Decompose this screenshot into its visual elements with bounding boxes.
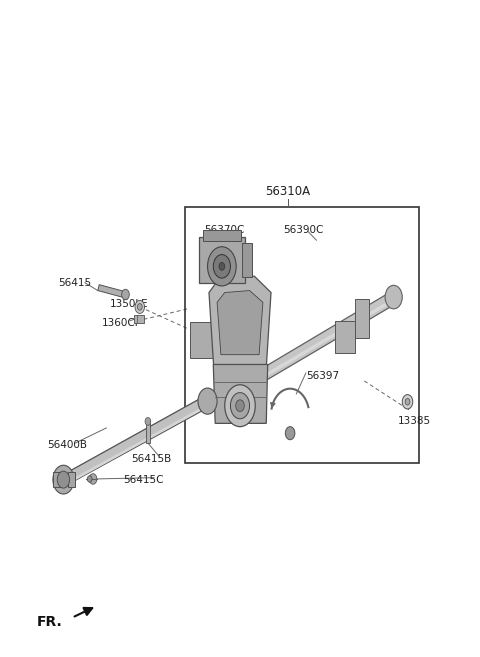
Circle shape (57, 471, 70, 488)
Circle shape (135, 300, 144, 313)
Polygon shape (145, 421, 150, 443)
Text: 56390C: 56390C (283, 225, 324, 235)
Circle shape (87, 476, 92, 482)
Circle shape (213, 254, 230, 278)
Circle shape (219, 262, 225, 270)
Circle shape (405, 399, 410, 405)
Polygon shape (199, 237, 245, 283)
Polygon shape (190, 322, 215, 358)
Text: FR.: FR. (37, 614, 63, 629)
Polygon shape (217, 290, 263, 355)
Polygon shape (336, 321, 356, 353)
Circle shape (53, 465, 74, 494)
Text: 56400B: 56400B (47, 440, 87, 450)
Circle shape (402, 395, 413, 409)
Text: 56370C: 56370C (204, 225, 245, 235)
Circle shape (225, 385, 255, 426)
Circle shape (207, 247, 236, 286)
Circle shape (121, 289, 129, 300)
Text: 56397: 56397 (306, 371, 339, 380)
Polygon shape (209, 276, 271, 368)
Circle shape (230, 393, 250, 419)
Polygon shape (355, 299, 369, 338)
Circle shape (198, 388, 217, 414)
Text: 13385: 13385 (397, 417, 431, 426)
Text: 56415: 56415 (59, 278, 92, 288)
Polygon shape (221, 289, 395, 407)
Text: 56310A: 56310A (265, 185, 310, 198)
Polygon shape (65, 405, 206, 486)
Circle shape (145, 417, 151, 425)
Text: 56415C: 56415C (123, 475, 164, 486)
Circle shape (137, 304, 142, 310)
Text: 1360CF: 1360CF (102, 318, 141, 328)
Polygon shape (53, 472, 60, 487)
Polygon shape (242, 244, 252, 277)
Polygon shape (134, 315, 144, 323)
Polygon shape (222, 299, 393, 403)
Text: 1350LE: 1350LE (110, 299, 149, 309)
Polygon shape (98, 284, 126, 298)
Text: 56415B: 56415B (131, 455, 171, 464)
Circle shape (89, 474, 97, 484)
Polygon shape (68, 472, 75, 487)
Polygon shape (213, 365, 268, 423)
Circle shape (285, 426, 295, 440)
Circle shape (236, 400, 244, 411)
Polygon shape (63, 394, 208, 487)
Circle shape (385, 285, 402, 309)
Bar (185, 208, 419, 463)
Polygon shape (203, 231, 241, 241)
